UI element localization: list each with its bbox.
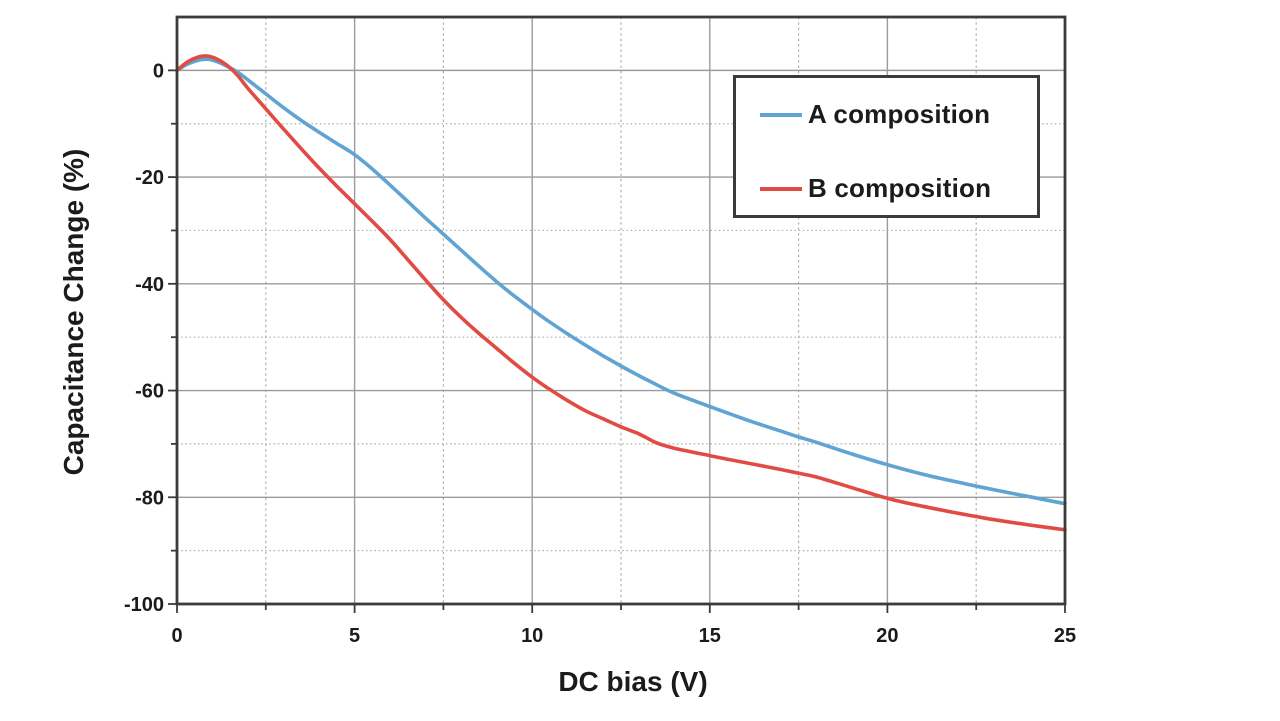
series-line-a	[175, 57, 1067, 506]
y-tick-label: 0	[153, 60, 164, 82]
legend-item-b: B composition	[760, 173, 1037, 204]
x-tick-label: 10	[521, 625, 543, 647]
y-tick-label: -100	[124, 594, 164, 616]
y-axis-title: Capacitance Change (%)	[58, 148, 89, 476]
x-tick-label: 5	[349, 625, 360, 647]
x-tick-label: 20	[876, 625, 898, 647]
legend-label-a: A composition	[808, 99, 991, 129]
x-axis-title: DC bias (V)	[558, 666, 708, 697]
legend-line-b-icon	[760, 186, 802, 191]
legend-item-a: A composition	[760, 99, 1037, 130]
x-tick-label: 25	[1054, 625, 1076, 647]
y-tick-label: -20	[135, 167, 164, 189]
y-tick-label: -40	[135, 274, 164, 296]
legend-label-b: B composition	[808, 173, 992, 203]
x-tick-label: 0	[171, 625, 182, 647]
x-tick-label: 15	[699, 625, 721, 647]
series-line-b	[175, 54, 1067, 532]
y-tick-label: -60	[135, 381, 164, 403]
y-tick-label: -80	[135, 487, 164, 509]
legend: A composition B composition	[733, 75, 1040, 218]
legend-line-a-icon	[760, 112, 802, 117]
